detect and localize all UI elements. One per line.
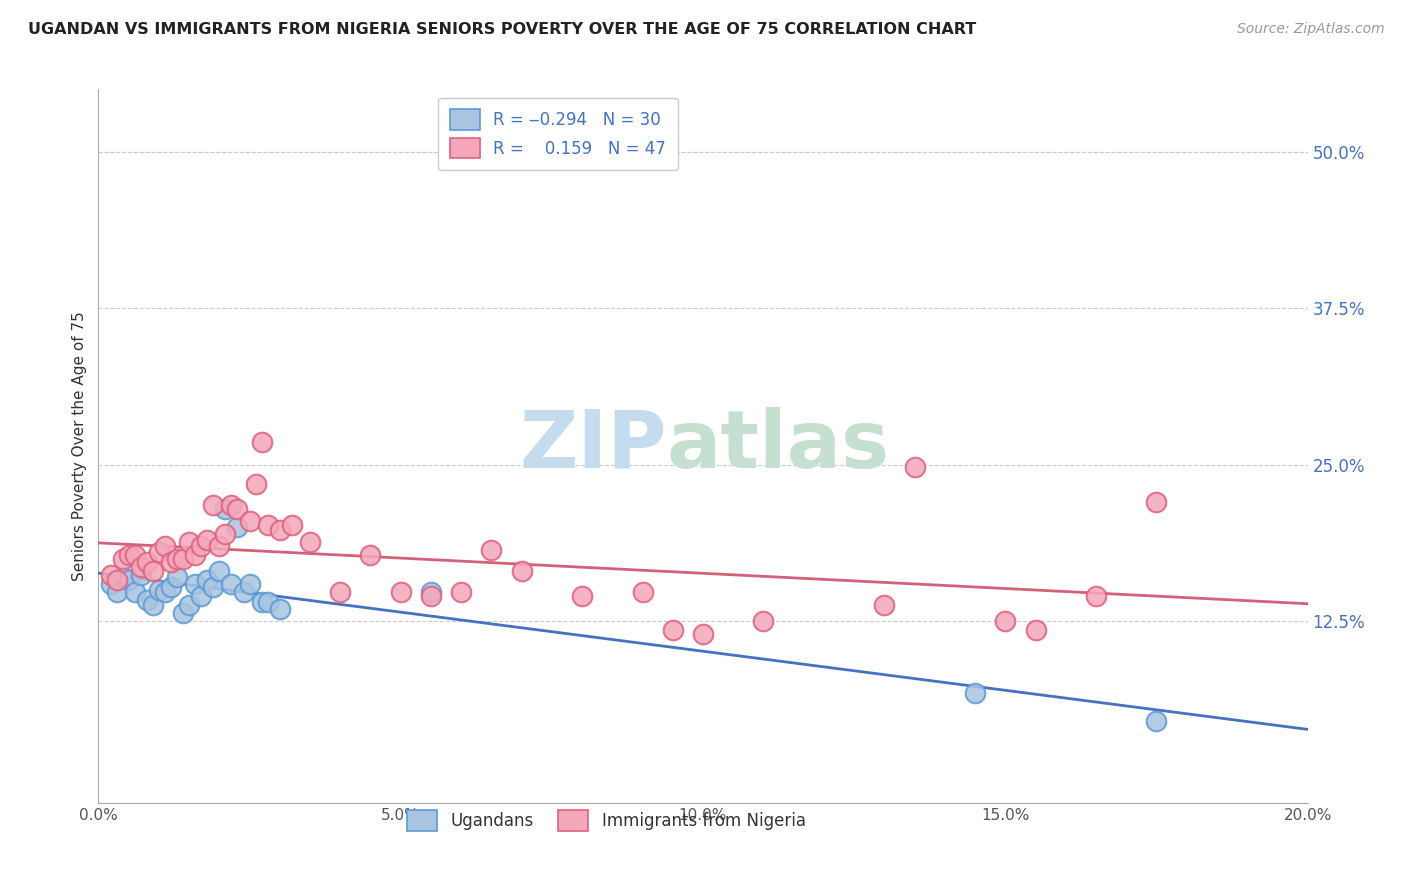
Point xyxy=(105,585,128,599)
Point xyxy=(153,539,176,553)
Point xyxy=(172,606,194,620)
Point xyxy=(111,551,134,566)
Point xyxy=(118,573,141,587)
Point xyxy=(100,576,122,591)
Point xyxy=(873,598,896,612)
Point xyxy=(450,585,472,599)
Point xyxy=(179,535,201,549)
Point xyxy=(142,598,165,612)
Point xyxy=(281,517,304,532)
Point xyxy=(1085,589,1108,603)
Text: UGANDAN VS IMMIGRANTS FROM NIGERIA SENIORS POVERTY OVER THE AGE OF 75 CORRELATIO: UGANDAN VS IMMIGRANTS FROM NIGERIA SENIO… xyxy=(28,22,976,37)
Point xyxy=(250,435,273,450)
Point xyxy=(1144,714,1167,729)
Point xyxy=(481,542,503,557)
Point xyxy=(172,551,194,566)
Point xyxy=(256,595,278,609)
Point xyxy=(202,498,225,512)
Point xyxy=(160,556,183,570)
Point xyxy=(214,526,236,541)
Point xyxy=(1024,623,1046,637)
Point xyxy=(202,581,225,595)
Y-axis label: Seniors Poverty Over the Age of 75: Seniors Poverty Over the Age of 75 xyxy=(72,311,87,581)
Point xyxy=(250,595,273,609)
Point xyxy=(239,514,262,528)
Point xyxy=(965,685,987,699)
Point xyxy=(226,520,249,534)
Point xyxy=(184,576,207,591)
Point xyxy=(226,501,249,516)
Point xyxy=(208,564,231,578)
Point xyxy=(105,573,128,587)
Text: ZIP: ZIP xyxy=(519,407,666,485)
Point xyxy=(190,539,212,553)
Point xyxy=(299,535,322,549)
Point xyxy=(1144,495,1167,509)
Point xyxy=(329,585,352,599)
Point xyxy=(148,545,170,559)
Point xyxy=(420,589,443,603)
Point xyxy=(118,548,141,562)
Point xyxy=(214,501,236,516)
Point xyxy=(661,623,683,637)
Legend: Ugandans, Immigrants from Nigeria: Ugandans, Immigrants from Nigeria xyxy=(401,804,813,838)
Point xyxy=(190,589,212,603)
Point xyxy=(692,627,714,641)
Point xyxy=(420,585,443,599)
Point xyxy=(994,614,1017,628)
Point xyxy=(389,585,412,599)
Point xyxy=(184,548,207,562)
Point xyxy=(129,568,152,582)
Point xyxy=(135,593,157,607)
Point xyxy=(111,570,134,584)
Point xyxy=(269,601,291,615)
Point xyxy=(256,517,278,532)
Point xyxy=(239,576,262,591)
Point xyxy=(148,582,170,597)
Point xyxy=(135,556,157,570)
Point xyxy=(221,498,243,512)
Point xyxy=(195,573,218,587)
Text: atlas: atlas xyxy=(666,407,890,485)
Point xyxy=(195,533,218,547)
Point xyxy=(100,568,122,582)
Text: Source: ZipAtlas.com: Source: ZipAtlas.com xyxy=(1237,22,1385,37)
Point xyxy=(160,581,183,595)
Point xyxy=(221,576,243,591)
Point xyxy=(245,476,267,491)
Point xyxy=(166,570,188,584)
Point xyxy=(129,560,152,574)
Point xyxy=(124,585,146,599)
Point xyxy=(208,539,231,553)
Point xyxy=(510,564,533,578)
Point xyxy=(232,585,254,599)
Point xyxy=(142,564,165,578)
Point xyxy=(124,548,146,562)
Point xyxy=(904,460,927,475)
Point xyxy=(179,598,201,612)
Point xyxy=(166,551,188,566)
Point xyxy=(752,614,775,628)
Point xyxy=(631,585,654,599)
Point xyxy=(571,589,593,603)
Point xyxy=(153,585,176,599)
Point xyxy=(269,523,291,537)
Point xyxy=(360,548,382,562)
